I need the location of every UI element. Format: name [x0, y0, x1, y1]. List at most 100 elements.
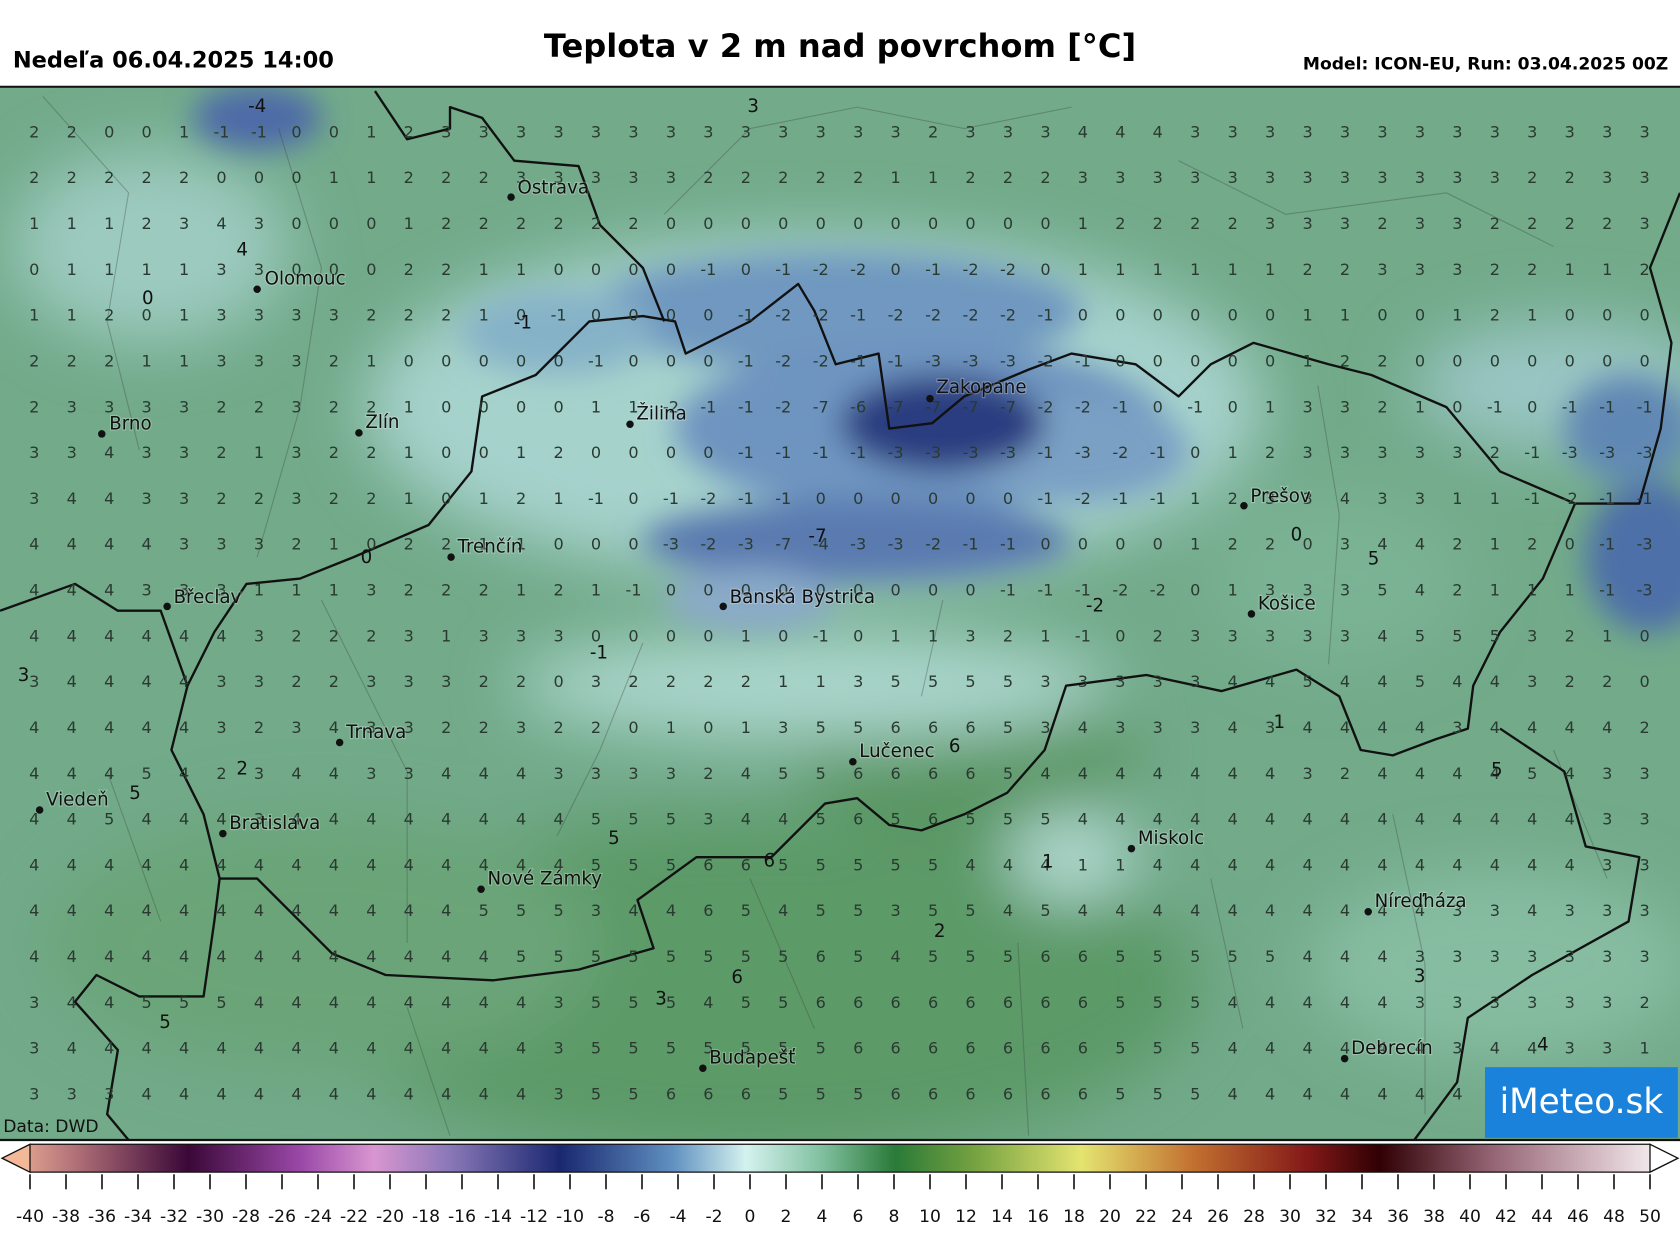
grid-value: 6 — [853, 993, 863, 1012]
grid-value: -2 — [963, 306, 979, 325]
grid-value: 3 — [1490, 947, 1500, 966]
colorbar-tick-label: 50 — [1639, 1207, 1661, 1227]
grid-value: 5 — [666, 810, 676, 829]
city-label: Níreďháza — [1375, 891, 1467, 912]
grid-value: 4 — [1377, 718, 1387, 737]
grid-value: 4 — [741, 764, 751, 783]
grid-value: 3 — [67, 1085, 77, 1104]
grid-value: 4 — [29, 581, 39, 600]
contour-label: 0 — [361, 547, 373, 568]
grid-value: 0 — [703, 306, 713, 325]
city-label: Nové Zámky — [487, 869, 602, 890]
grid-value: 2 — [1340, 764, 1350, 783]
grid-value: 1 — [591, 581, 601, 600]
grid-value: -1 — [738, 489, 754, 508]
grid-value: 2 — [104, 351, 114, 370]
grid-value: 0 — [891, 489, 901, 508]
colorbar-tick-label: -40 — [16, 1207, 44, 1227]
grid-value: -1 — [1112, 397, 1128, 416]
colorbar-tick-label: -30 — [196, 1207, 224, 1227]
grid-value: 4 — [142, 810, 152, 829]
city-label: Brno — [109, 413, 151, 434]
grid-value: -2 — [925, 535, 941, 554]
grid-value: 0 — [516, 351, 526, 370]
grid-value: 3 — [291, 306, 301, 325]
grid-value: 3 — [1377, 260, 1387, 279]
grid-value: 4 — [1452, 672, 1462, 691]
grid-value: 3 — [1640, 855, 1650, 874]
contour-label: 5 — [129, 783, 141, 804]
grid-value: 4 — [1153, 901, 1163, 920]
grid-value: 2 — [516, 672, 526, 691]
grid-value: 2 — [703, 764, 713, 783]
colorbar-tick-label: 18 — [1063, 1207, 1085, 1227]
grid-value: 0 — [1153, 535, 1163, 554]
grid-value: 0 — [628, 626, 638, 645]
grid-value: 0 — [1415, 351, 1425, 370]
grid-value: 5 — [628, 1085, 638, 1104]
grid-value: -3 — [1562, 443, 1578, 462]
grid-value: 4 — [29, 947, 39, 966]
grid-value: 3 — [104, 1085, 114, 1104]
grid-value: 1 — [1078, 214, 1088, 233]
grid-value: 2 — [1490, 214, 1500, 233]
grid-value: 3 — [591, 122, 601, 141]
grid-value: 0 — [891, 260, 901, 279]
grid-value: 6 — [928, 993, 938, 1012]
grid-value: 2 — [404, 581, 414, 600]
grid-value: 5 — [853, 718, 863, 737]
contour-label: 3 — [1414, 966, 1426, 987]
grid-value: 4 — [1340, 810, 1350, 829]
grid-value: 5 — [553, 947, 563, 966]
grid-value: 4 — [1490, 764, 1500, 783]
grid-value: 0 — [628, 489, 638, 508]
grid-value: -1 — [1637, 397, 1653, 416]
grid-value: 0 — [666, 306, 676, 325]
grid-value: 4 — [1302, 947, 1312, 966]
grid-value: 0 — [591, 260, 601, 279]
grid-value: -1 — [1562, 397, 1578, 416]
grid-value: 4 — [1190, 764, 1200, 783]
grid-value: 4 — [1265, 764, 1275, 783]
grid-value: -7 — [1000, 397, 1016, 416]
grid-value: 6 — [1078, 1039, 1088, 1058]
grid-value: 2 — [1377, 397, 1387, 416]
grid-value: 0 — [741, 581, 751, 600]
grid-value: 3 — [1527, 122, 1537, 141]
grid-value: 3 — [1452, 122, 1462, 141]
grid-value: 2 — [741, 168, 751, 187]
grid-value: 1 — [1565, 581, 1575, 600]
grid-value: 0 — [1040, 214, 1050, 233]
grid-value: 3 — [1415, 443, 1425, 462]
grid-value: 4 — [741, 810, 751, 829]
grid-value: 2 — [1490, 306, 1500, 325]
grid-value: 3 — [1040, 122, 1050, 141]
grid-value: 2 — [1565, 626, 1575, 645]
grid-value: 2 — [553, 581, 563, 600]
grid-value: 4 — [1377, 764, 1387, 783]
city: Ostrava — [507, 176, 590, 201]
grid-value: 3 — [1265, 581, 1275, 600]
grid-value: 5 — [816, 1039, 826, 1058]
grid-value: 3 — [216, 306, 226, 325]
colorbar-tick-label: 4 — [817, 1207, 828, 1227]
colorbar-tick-label: -6 — [633, 1207, 650, 1227]
grid-value: 6 — [891, 764, 901, 783]
grid-value: 5 — [1153, 1039, 1163, 1058]
grid-value: 5 — [703, 1039, 713, 1058]
grid-value: 2 — [1565, 214, 1575, 233]
grid-value: 2 — [516, 214, 526, 233]
grid-value: -3 — [1599, 443, 1615, 462]
grid-value: 3 — [1415, 993, 1425, 1012]
grid-value: 1 — [1078, 855, 1088, 874]
grid-value: -1 — [813, 443, 829, 462]
grid-value: 4 — [1003, 901, 1013, 920]
grid-value: 6 — [703, 1085, 713, 1104]
grid-value: 0 — [329, 122, 339, 141]
grid-value: 0 — [291, 214, 301, 233]
grid-value: 0 — [816, 489, 826, 508]
grid-value: 4 — [1078, 122, 1088, 141]
grid-value: 0 — [703, 718, 713, 737]
grid-value: 5 — [965, 810, 975, 829]
grid-value: 2 — [1115, 214, 1125, 233]
